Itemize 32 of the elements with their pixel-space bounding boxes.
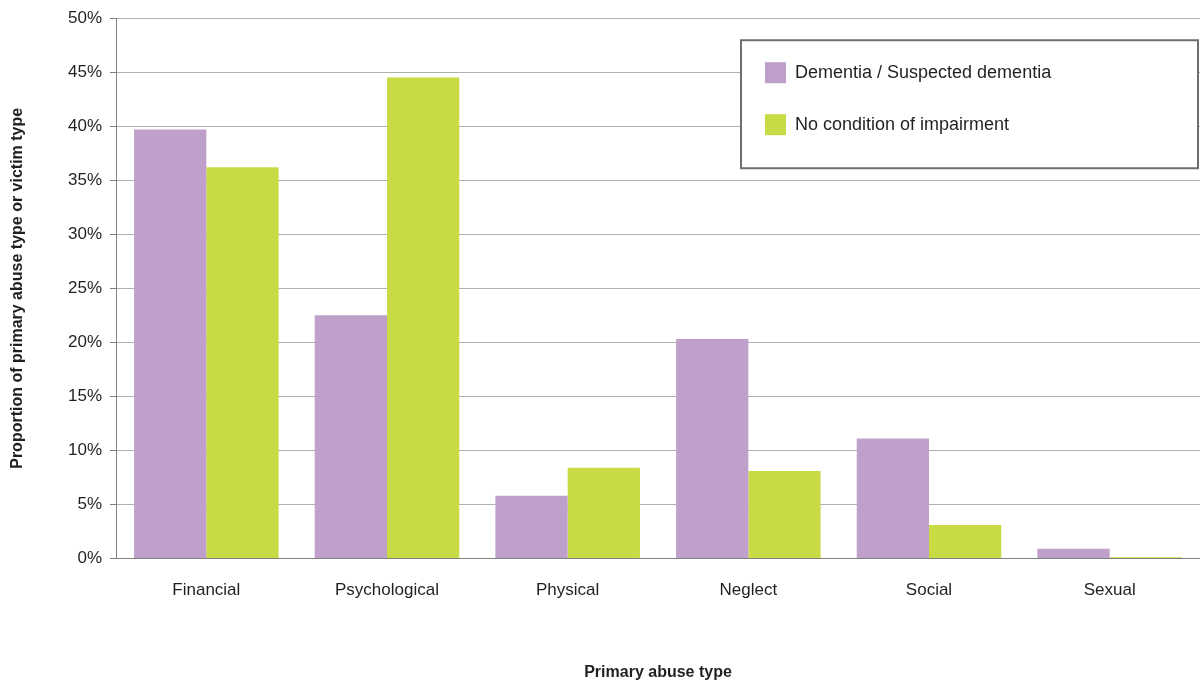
bar <box>856 438 929 558</box>
y-tick-label: 10% <box>67 440 102 460</box>
bar <box>314 315 387 558</box>
bar <box>1037 548 1110 558</box>
legend-label: Dementia / Suspected dementia <box>795 62 1053 83</box>
bar <box>676 339 749 558</box>
legend-label: No condition of impairment <box>795 114 1010 135</box>
y-tick-label: 30% <box>67 223 102 243</box>
x-tick-label: Sexual <box>1083 580 1136 600</box>
x-axis-title: Primary abuse type <box>584 662 732 680</box>
bar <box>748 470 821 558</box>
bar <box>134 129 207 558</box>
bar <box>387 77 460 558</box>
x-tick-label: Social <box>905 580 953 600</box>
y-tick-label: 15% <box>67 386 102 406</box>
bar <box>206 167 279 558</box>
y-tick-label: 20% <box>67 332 102 352</box>
x-tick-label: Financial <box>172 580 241 600</box>
x-tick-label: Psychological <box>335 580 439 600</box>
y-axis-title: Proportion of primary abuse type or victim type <box>8 107 26 469</box>
bar <box>567 467 640 558</box>
y-tick-label: 45% <box>67 61 102 81</box>
y-tick-label: 5% <box>77 494 102 514</box>
x-tick-label: Neglect <box>719 580 778 600</box>
x-tick-label: Physical <box>536 580 600 600</box>
y-tick-label: 25% <box>67 277 102 297</box>
bar <box>929 524 1002 558</box>
y-tick-label: 35% <box>67 169 102 189</box>
y-tick-label: 0% <box>77 548 102 568</box>
y-tick-label: 40% <box>67 115 102 135</box>
bar <box>495 495 568 558</box>
y-tick-label: 50% <box>67 7 102 27</box>
